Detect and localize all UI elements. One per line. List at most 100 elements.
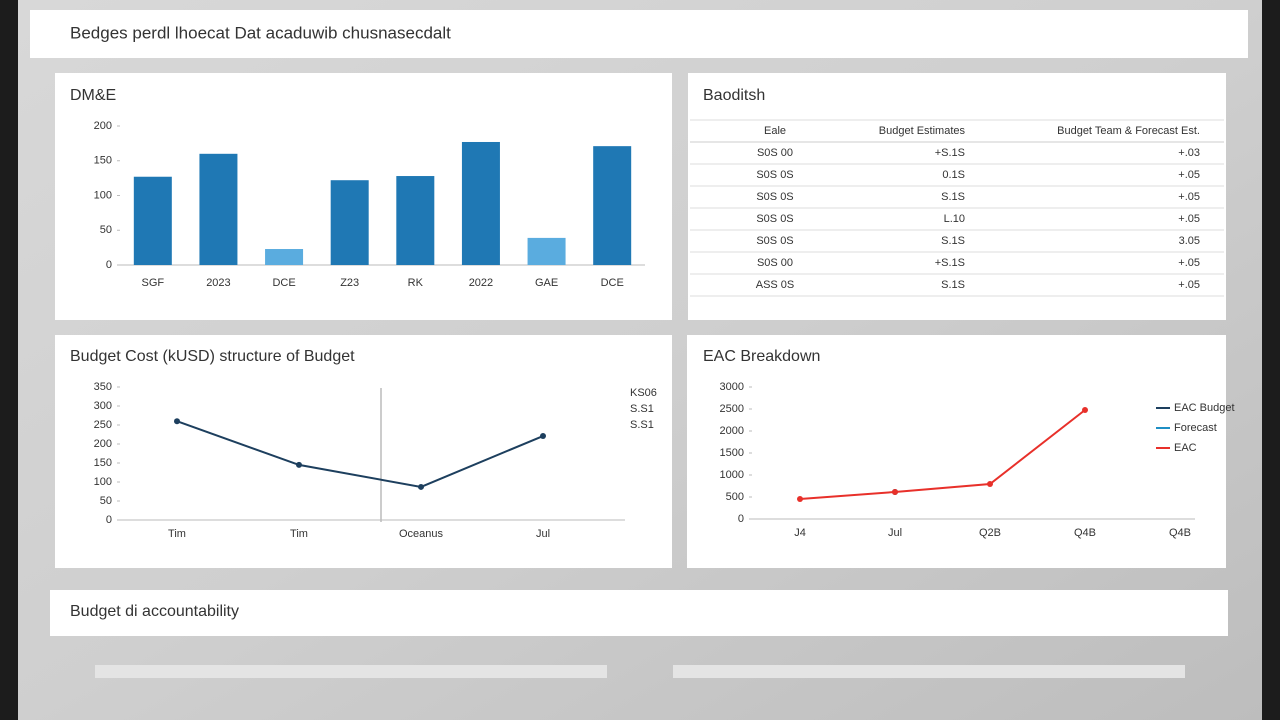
chart-title: DM&E xyxy=(70,87,116,104)
column-header: Eale xyxy=(764,125,786,137)
header-bar xyxy=(30,10,1248,58)
point xyxy=(296,461,302,468)
x-tick-label: SGF xyxy=(142,277,165,289)
panel xyxy=(688,73,1226,320)
y-tick-label: 1500 xyxy=(720,447,744,459)
x-tick-label: Q2B xyxy=(979,527,1001,539)
table-cell: S0S 0S xyxy=(756,191,793,203)
y-tick-label: 50 xyxy=(100,224,112,236)
table-cell: L.10 xyxy=(944,213,965,225)
annotation: S.S1 xyxy=(630,403,654,415)
y-tick-label: 200 xyxy=(94,120,112,132)
table-cell: S.1S xyxy=(941,191,965,203)
annotation: S.S1 xyxy=(630,419,654,431)
x-tick-label: Z23 xyxy=(340,277,359,289)
bar xyxy=(527,237,566,265)
panel xyxy=(55,335,672,568)
placeholder-bar xyxy=(95,665,607,678)
table-cell: ASS 0S xyxy=(756,279,795,291)
panel xyxy=(50,590,1228,636)
point xyxy=(540,433,546,440)
x-tick-label: Q4B xyxy=(1169,527,1191,539)
panel xyxy=(687,335,1226,568)
table-cell: +.05 xyxy=(1178,169,1200,181)
y-tick-label: 2000 xyxy=(720,425,744,437)
bar xyxy=(133,176,172,265)
y-tick-label: 300 xyxy=(94,400,112,412)
bar xyxy=(461,141,500,265)
y-tick-label: 0 xyxy=(106,514,112,526)
y-tick-label: 100 xyxy=(94,476,112,488)
table-cell: S0S 00 xyxy=(757,257,793,269)
line xyxy=(799,409,1086,500)
table-cell: S.1S xyxy=(941,279,965,291)
chart-title: Budget Cost (kUSD) structure of Budget xyxy=(70,348,355,365)
table-cell: +.03 xyxy=(1178,147,1200,159)
y-tick-label: 3000 xyxy=(720,381,744,393)
bar xyxy=(396,176,435,265)
x-tick-label: RK xyxy=(408,277,424,289)
x-tick-label: 2023 xyxy=(206,277,230,289)
annotation: KS06 xyxy=(630,387,657,399)
x-tick-label: Jul xyxy=(888,527,902,539)
x-tick-label: DCE xyxy=(601,277,624,289)
x-tick-label: Q4B xyxy=(1074,527,1096,539)
table-cell: S0S 00 xyxy=(757,147,793,159)
line xyxy=(176,420,544,488)
y-tick-label: 100 xyxy=(94,189,112,201)
table-cell: S0S 0S xyxy=(756,213,793,225)
table-cell: S.1S xyxy=(941,235,965,247)
bar xyxy=(199,153,238,265)
x-tick-label: J4 xyxy=(794,527,806,539)
x-tick-label: Tim xyxy=(290,528,308,540)
y-tick-label: 150 xyxy=(94,457,112,469)
column-header: Budget Estimates xyxy=(879,125,966,137)
table-cell: +S.1S xyxy=(935,147,965,159)
legend-label: Forecast xyxy=(1174,422,1217,434)
y-tick-label: 1000 xyxy=(720,469,744,481)
y-tick-label: 500 xyxy=(726,491,744,503)
x-tick-label: Oceanus xyxy=(399,528,444,540)
table-cell: +.05 xyxy=(1178,279,1200,291)
point xyxy=(418,483,424,490)
header-title: Bedges perdl lhoecat Dat acaduwib chusna… xyxy=(70,23,451,42)
legend-label: EAC Budget xyxy=(1174,402,1235,414)
table-title: Baoditsh xyxy=(703,87,765,104)
legend-label: EAC xyxy=(1174,442,1197,454)
y-tick-label: 200 xyxy=(94,438,112,450)
placeholder-bar xyxy=(673,665,1185,678)
point xyxy=(174,418,180,425)
table-cell: +S.1S xyxy=(935,257,965,269)
x-tick-label: Tim xyxy=(168,528,186,540)
point xyxy=(797,495,803,502)
column-header: Budget Team & Forecast Est. xyxy=(1057,125,1200,137)
point xyxy=(892,488,898,495)
x-tick-label: 2022 xyxy=(469,277,493,289)
bar xyxy=(593,146,632,265)
point xyxy=(1082,407,1088,414)
x-tick-label: DCE xyxy=(272,277,295,289)
y-tick-label: 50 xyxy=(100,495,112,507)
y-tick-label: 150 xyxy=(94,155,112,167)
table-cell: 3.05 xyxy=(1179,235,1200,247)
y-tick-label: 0 xyxy=(738,513,744,525)
footer-title: Budget di accountability xyxy=(70,603,239,620)
chart-title: EAC Breakdown xyxy=(703,348,820,365)
y-tick-label: 250 xyxy=(94,419,112,431)
y-tick-label: 350 xyxy=(94,381,112,393)
x-tick-label: Jul xyxy=(536,528,550,540)
x-tick-label: GAE xyxy=(535,277,558,289)
table-cell: +.05 xyxy=(1178,191,1200,203)
table-cell: S0S 0S xyxy=(756,235,793,247)
bar xyxy=(330,180,369,265)
point xyxy=(987,481,993,488)
table-cell: +.05 xyxy=(1178,213,1200,225)
table-cell: 0.1S xyxy=(942,169,965,181)
y-tick-label: 0 xyxy=(106,259,112,271)
y-tick-label: 2500 xyxy=(720,403,744,415)
table-cell: +.05 xyxy=(1178,257,1200,269)
bar xyxy=(265,249,304,265)
table-cell: S0S 0S xyxy=(756,169,793,181)
